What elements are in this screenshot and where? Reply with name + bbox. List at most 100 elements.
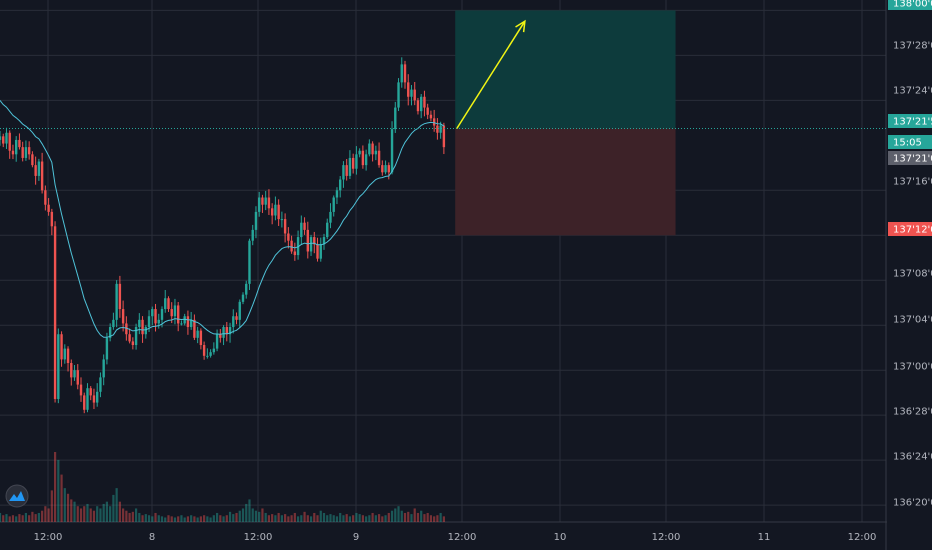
candle-body [261, 197, 264, 205]
volume-bar [232, 514, 235, 522]
volume-bar [31, 511, 34, 522]
price-badge: 137'21'0 [888, 151, 932, 165]
tradingview-logo-icon[interactable] [5, 484, 29, 508]
volume-bar [403, 512, 407, 522]
candle-body [432, 118, 436, 126]
candle-body [258, 197, 261, 212]
volume-bar [60, 474, 63, 522]
candle-body [18, 139, 21, 148]
candle-body [413, 89, 416, 101]
price-tick-label: 136'20'0 [893, 498, 932, 509]
candle-body [144, 327, 147, 335]
volume-bar [332, 515, 335, 522]
candle-body [183, 316, 186, 324]
candle-body [290, 240, 293, 252]
volume-bar [8, 516, 11, 522]
price-axis-bg [887, 0, 932, 550]
candle-body [407, 82, 410, 97]
candle-body [429, 114, 433, 119]
candle-body [121, 309, 125, 324]
candle-body [345, 165, 348, 176]
candle-body [57, 334, 60, 399]
candle-body [228, 327, 232, 335]
price-badge: 137'21'5 [888, 114, 932, 128]
candle-body [442, 125, 446, 148]
candle-body [193, 319, 196, 338]
price-badge: 15:05 [888, 135, 932, 149]
trend-arrow[interactable] [456, 19, 526, 129]
time-axis[interactable]: 12:00 8 12:00 9 12:00 10 12:00 11 12:00 [34, 532, 877, 543]
volume-bar [296, 516, 300, 522]
candle-body [313, 237, 316, 245]
candle-body [364, 154, 368, 166]
svg-text:138'00'0: 138'00'0 [893, 0, 932, 10]
volume-bar [400, 510, 403, 522]
candle-body [0, 136, 2, 140]
long-position-tool[interactable] [455, 10, 676, 236]
volume-bar [394, 508, 397, 522]
candle-body [173, 305, 177, 317]
volume-bar [251, 508, 254, 522]
candle-body [287, 233, 290, 241]
candle-body [167, 298, 170, 310]
price-badge: 137'12'0 [888, 222, 932, 236]
volume-bar [287, 516, 290, 522]
price-tick-label: 137'28'0 [893, 41, 932, 52]
candle-body [248, 240, 251, 284]
candle-body [60, 334, 63, 360]
candle-body [5, 132, 8, 144]
time-tick-label: 12:00 [848, 532, 877, 543]
candle-body [384, 165, 387, 173]
candle-body [196, 330, 199, 338]
volume-bar [420, 510, 423, 522]
candle-body [70, 363, 73, 378]
volume-bar [173, 517, 177, 522]
volume-bar [5, 514, 8, 522]
volume-bar [300, 515, 303, 522]
price-axis[interactable]: 137'28'0 137'24'0 137'16'0 137'12'0 137'08'0… [887, 0, 932, 550]
candle-body [329, 211, 332, 223]
volume-bar [397, 506, 400, 522]
volume-bar [254, 510, 258, 522]
candle-body [332, 197, 335, 212]
candle-body [34, 165, 37, 176]
volume-bar [264, 512, 267, 522]
candle-body [377, 150, 381, 166]
candle-body [50, 211, 54, 227]
volume-bar [238, 510, 241, 522]
candle-body [335, 190, 339, 198]
price-tick-label: 137'16'0 [893, 177, 932, 188]
volume-bar [348, 516, 352, 522]
volume-bar [271, 514, 274, 522]
arrow-shaft [456, 20, 526, 129]
candle-body [215, 334, 219, 349]
svg-text:137'12'0: 137'12'0 [893, 225, 932, 236]
volume-bar [235, 512, 238, 522]
volume-bar [105, 501, 109, 522]
candle-body [11, 150, 15, 155]
volume-bar [89, 508, 92, 522]
price-badge: 138'00'0 [888, 0, 932, 10]
candle-body [374, 150, 378, 155]
volume-bar [18, 514, 21, 522]
volume-bar [151, 516, 154, 522]
candle-body [358, 150, 361, 155]
volume-bar [164, 517, 167, 522]
volume-bar [183, 517, 186, 522]
candle-body [254, 211, 258, 230]
candle-body [199, 330, 203, 346]
volume-bar [125, 510, 128, 522]
volume-bar [92, 510, 96, 522]
volume-bar [345, 514, 348, 522]
candle-body [66, 348, 70, 364]
candle-body [154, 309, 157, 324]
candle-body [180, 323, 183, 325]
svg-text:137'21'0: 137'21'0 [893, 154, 932, 165]
candle-body [351, 157, 355, 169]
volume-bar [407, 511, 410, 522]
volume-bar [122, 508, 125, 522]
volume-bar [384, 515, 387, 522]
volume-bar [429, 515, 433, 522]
volume-bar [248, 499, 251, 522]
